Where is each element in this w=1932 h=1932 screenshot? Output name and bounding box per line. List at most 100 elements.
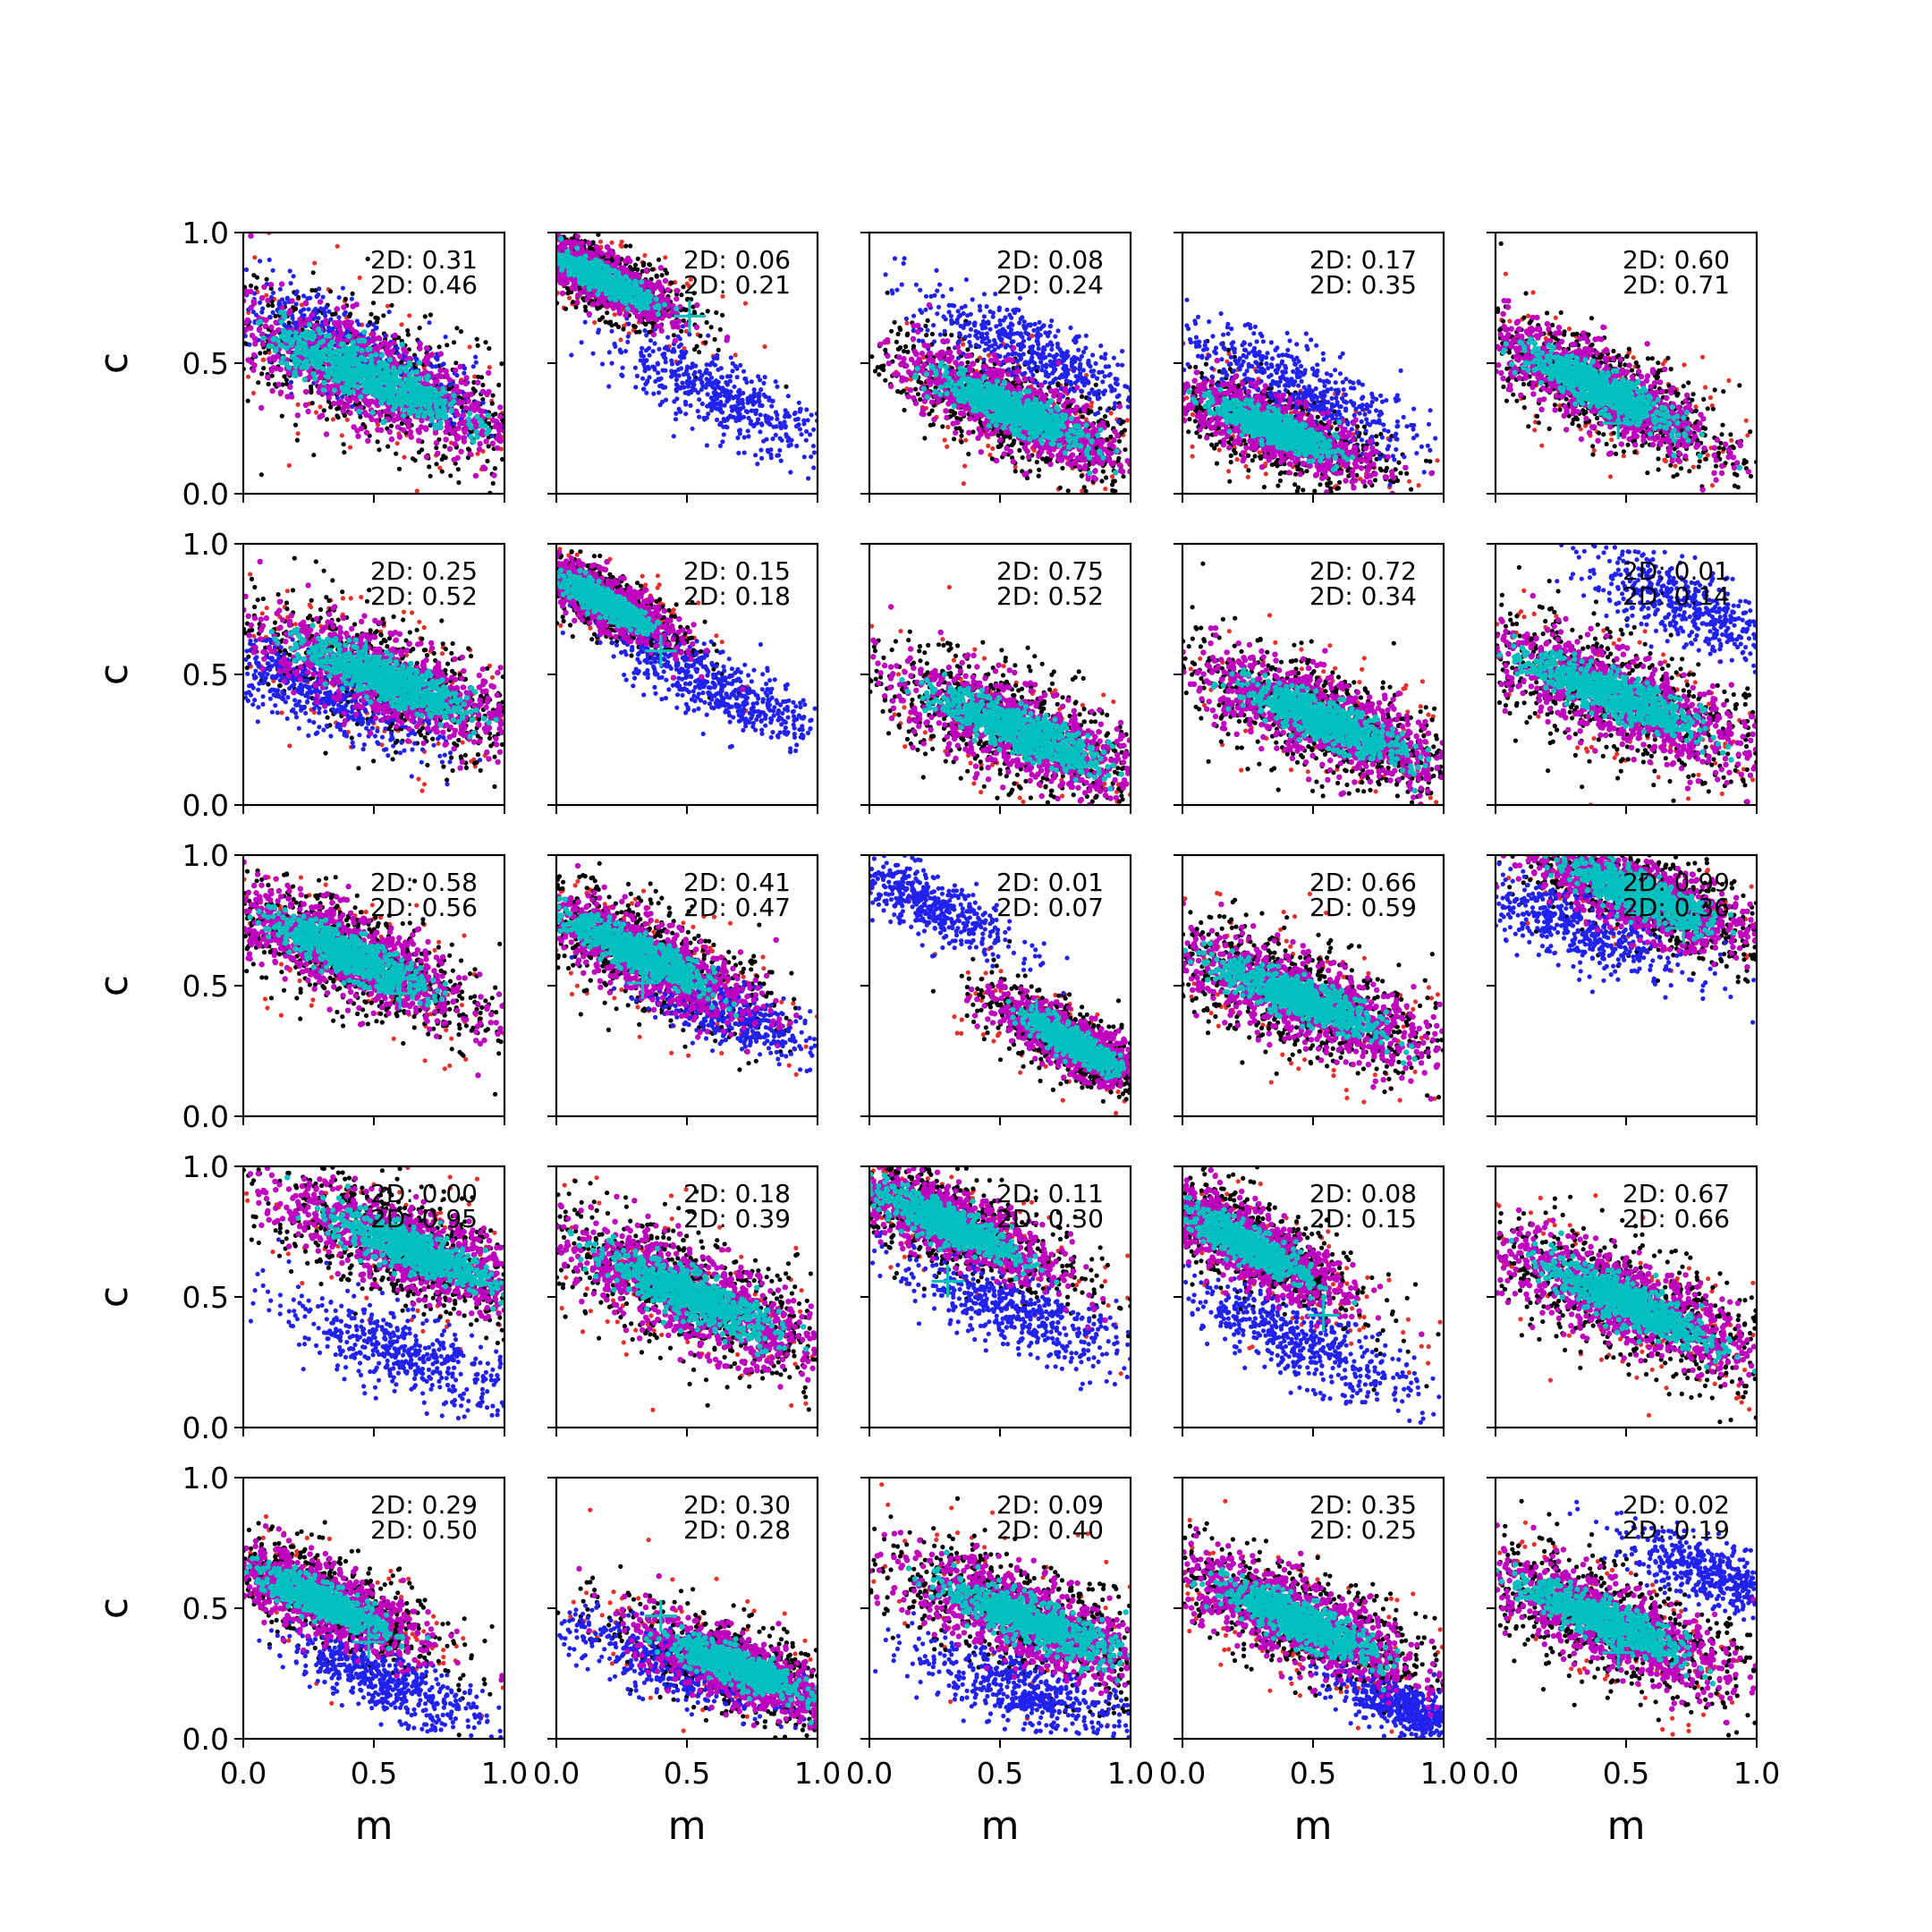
data-point (768, 453, 773, 457)
data-point (600, 361, 605, 366)
data-point (718, 400, 723, 404)
data-point (674, 296, 679, 301)
data-point (287, 463, 292, 468)
data-point (647, 346, 651, 351)
data-point (336, 415, 341, 419)
data-point (325, 369, 330, 374)
data-point (387, 429, 393, 435)
data-point (474, 429, 479, 435)
data-point (794, 444, 799, 448)
data-point (648, 353, 652, 358)
data-point (774, 379, 778, 384)
data-point (268, 325, 274, 330)
data-point (732, 385, 736, 389)
data-point (774, 410, 778, 414)
data-point (359, 426, 364, 431)
data-point (672, 399, 676, 403)
data-point (700, 402, 705, 406)
data-point (263, 324, 268, 329)
data-point (648, 338, 653, 343)
data-point (435, 393, 440, 398)
data-point (804, 429, 809, 434)
data-point (368, 399, 373, 404)
data-point (706, 309, 710, 313)
data-point (493, 424, 498, 429)
data-point (458, 449, 463, 454)
data-point (689, 403, 693, 408)
data-point (322, 310, 326, 315)
data-point (258, 405, 264, 411)
data-point (394, 380, 400, 386)
data-point (794, 424, 799, 428)
data-point (665, 271, 669, 275)
data-point (397, 353, 402, 359)
data-point (493, 411, 497, 416)
data-point (665, 348, 670, 352)
data-point (395, 441, 400, 445)
data-point (481, 401, 486, 405)
data-point (644, 267, 649, 273)
data-point (808, 432, 812, 436)
data-point (260, 335, 266, 341)
data-point (669, 369, 674, 373)
data-point (694, 302, 699, 308)
y-tick-label: 1.0 (182, 216, 229, 250)
data-point (490, 434, 495, 438)
data-point (466, 398, 471, 403)
data-point (358, 275, 362, 280)
data-point (656, 311, 661, 317)
data-point (259, 295, 265, 301)
data-point (691, 427, 695, 431)
data-point (421, 413, 427, 419)
data-point (477, 441, 482, 446)
data-point (422, 390, 428, 395)
data-point (706, 411, 710, 416)
data-point (397, 434, 402, 439)
data-point (443, 429, 448, 435)
data-point (447, 383, 452, 387)
data-point (698, 334, 702, 338)
data-point (486, 412, 491, 418)
data-point (797, 401, 801, 405)
data-point (574, 300, 580, 305)
data-point (266, 303, 270, 308)
data-point (720, 386, 724, 390)
data-point (756, 374, 760, 378)
data-point (575, 233, 580, 239)
data-point (578, 290, 583, 295)
data-point (610, 241, 614, 245)
data-point (344, 373, 350, 378)
data-point (463, 375, 469, 380)
data-point (337, 326, 343, 332)
data-point (769, 404, 774, 409)
data-point (331, 365, 336, 370)
data-point (302, 377, 308, 382)
data-point (271, 291, 275, 295)
y-tick-label: 0.0 (182, 477, 229, 512)
data-point (250, 299, 256, 304)
data-point (631, 324, 636, 328)
data-point (309, 311, 315, 317)
data-point (706, 334, 710, 338)
data-point (478, 408, 483, 413)
data-point (672, 319, 677, 325)
data-point (459, 329, 463, 334)
data-point (340, 342, 345, 347)
data-point (248, 326, 253, 331)
data-point (244, 267, 249, 272)
data-point (389, 424, 394, 428)
data-point (691, 382, 696, 386)
data-point (783, 419, 787, 424)
data-point (673, 338, 678, 343)
data-point (312, 376, 318, 381)
data-point (440, 386, 445, 392)
data-point (676, 368, 681, 372)
data-point (265, 277, 269, 282)
annotation-label: 2D: 0.46 (370, 270, 478, 300)
data-point (370, 331, 376, 336)
data-point (719, 366, 724, 370)
data-point (650, 267, 655, 272)
data-point (462, 435, 467, 440)
data-point (567, 296, 572, 301)
data-point (326, 374, 331, 379)
